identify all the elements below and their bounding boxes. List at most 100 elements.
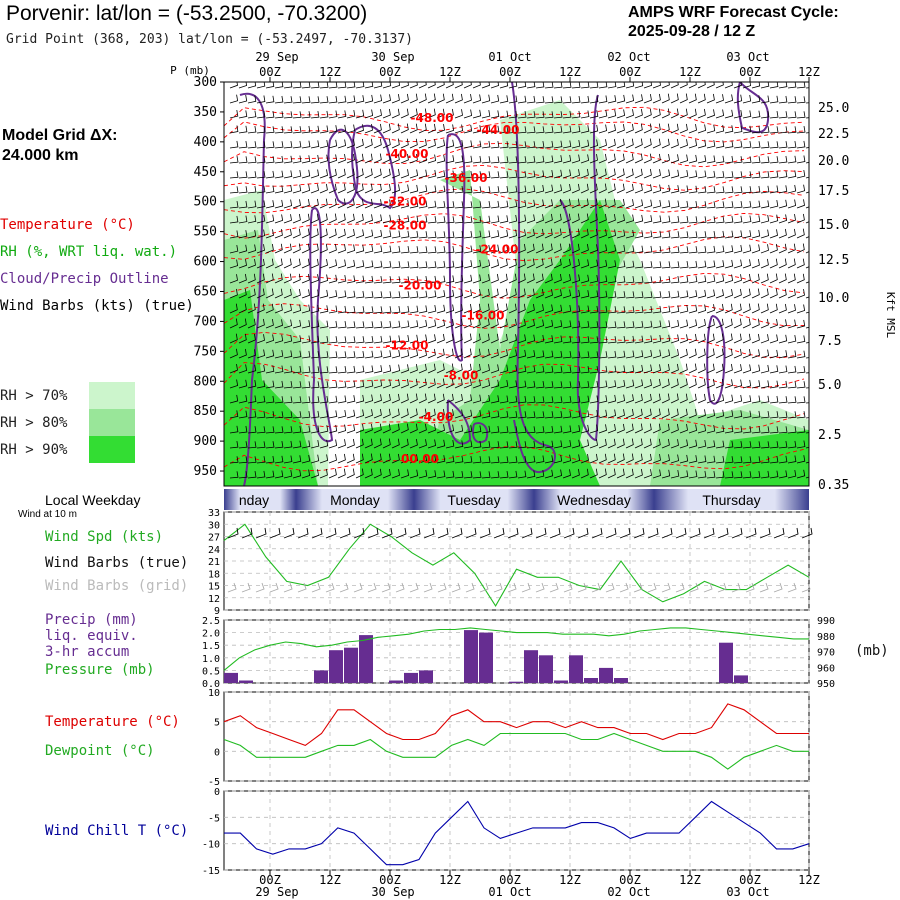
wind-barb — [508, 426, 518, 434]
wind-barb — [391, 245, 401, 254]
wind-barb — [805, 191, 809, 194]
wind-barb — [760, 334, 769, 344]
wind-barb — [256, 244, 265, 254]
wind-barb — [688, 408, 697, 419]
weekday-cell-1 — [296, 489, 414, 510]
wind-barb — [751, 95, 761, 104]
wind-barb — [274, 273, 283, 284]
wind-barb — [346, 213, 355, 224]
wind-barb — [454, 82, 463, 89]
wind-barb — [328, 395, 338, 404]
wind-barb — [481, 348, 490, 359]
wind-barb — [643, 108, 652, 119]
wind-barb — [310, 154, 320, 164]
wind-barb — [787, 455, 797, 464]
temperature-label: Temperature (°C) — [45, 714, 180, 730]
cloud-outline-9 — [706, 315, 726, 405]
wind-barb — [346, 168, 355, 179]
wind-barb — [337, 82, 347, 89]
wind-barb — [724, 289, 733, 299]
wind-barb — [787, 440, 797, 449]
cloud-outline-1 — [309, 207, 334, 443]
wind-barb — [364, 94, 374, 104]
wind-barb — [310, 289, 320, 299]
wind-barb — [733, 303, 742, 314]
wind-barb — [436, 82, 445, 89]
wind-barb — [238, 333, 247, 344]
temp-contour-label-2: -40.00 — [386, 147, 429, 161]
wind-barb — [427, 200, 437, 209]
wind-barb — [256, 349, 266, 359]
wind-barb — [238, 379, 248, 389]
wind-barb — [805, 417, 809, 419]
wind-barb-true — [493, 527, 505, 539]
wind-barb — [346, 321, 356, 329]
wind-barb — [805, 251, 809, 254]
wind-barb — [634, 350, 644, 359]
wind-barb — [634, 94, 643, 104]
wind-barb — [283, 365, 293, 374]
wind-barb — [490, 110, 500, 119]
wind-barb — [562, 111, 572, 119]
wind-barb — [724, 230, 734, 239]
wind-barb — [787, 228, 796, 239]
wind-barb — [238, 230, 248, 239]
wind-barb — [769, 185, 779, 194]
wind-barb — [256, 200, 266, 209]
precip-bar-20 — [524, 650, 538, 683]
wind-barb — [409, 408, 418, 419]
wind-barb — [274, 334, 284, 344]
wind-barb — [400, 469, 410, 479]
wind-barb — [418, 334, 428, 344]
wind-barb — [238, 425, 248, 434]
wind-barbs-true-label: Wind Barbs (true) — [45, 555, 189, 571]
wind-barb-grid — [255, 582, 265, 593]
wind-barb — [310, 243, 319, 254]
wind-barb — [778, 396, 788, 404]
wind-panel-ytick: 15 — [208, 582, 220, 593]
wind-barb — [616, 245, 626, 254]
wind-barb — [346, 438, 355, 449]
wind-barb — [706, 82, 715, 89]
wind-barb — [733, 348, 742, 359]
wind-barb — [616, 94, 626, 104]
wind-barb — [562, 320, 572, 329]
wind-barb — [454, 140, 464, 149]
wind-barb — [697, 275, 707, 284]
wind-barb — [427, 319, 437, 329]
wind-barb-true — [339, 527, 351, 539]
wind-barb — [283, 96, 293, 104]
wind-barb — [598, 336, 608, 344]
pressure-unit-label: (mb) — [855, 643, 889, 659]
wind-barb — [292, 411, 302, 419]
wind-barb — [751, 441, 761, 449]
wind-barb — [589, 380, 599, 389]
wind-barb — [301, 440, 311, 449]
wind-barb — [436, 424, 445, 434]
wind-barb — [751, 259, 760, 269]
wind-barb — [580, 320, 590, 329]
wind-barb — [688, 170, 698, 179]
wind-barb — [391, 453, 400, 464]
wind-barb — [769, 126, 779, 134]
wind-barb — [544, 213, 553, 224]
wind-barb — [733, 82, 742, 89]
wind-barb — [724, 155, 734, 164]
wind-barb — [445, 201, 455, 209]
precip-bar-1 — [239, 680, 253, 683]
wind-barb — [607, 153, 616, 164]
wind-barb-true — [759, 527, 771, 539]
wind-barb — [265, 243, 274, 254]
precip-bar-9 — [359, 635, 373, 683]
wind-barb — [301, 425, 311, 434]
wind-barb — [769, 258, 778, 269]
wind-barb — [670, 138, 679, 149]
wind-barb — [481, 156, 491, 164]
wind-barb — [454, 304, 463, 314]
top-date-3: 02 Oct — [607, 50, 650, 64]
wind-barb — [733, 230, 743, 239]
wind-barb — [634, 245, 644, 254]
wind-barb — [229, 364, 238, 374]
wind-barb — [571, 96, 581, 104]
temp-panel-ytick: 10 — [208, 688, 220, 699]
